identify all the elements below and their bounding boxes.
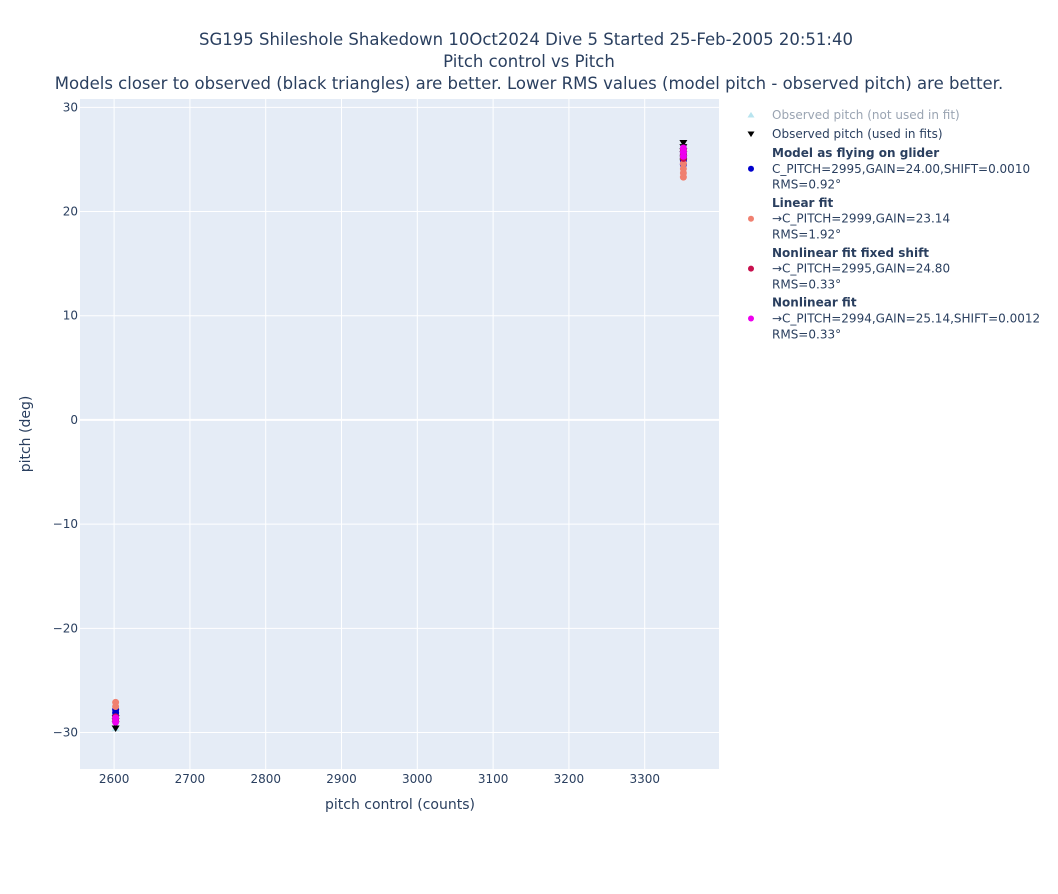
legend-label: Model as flying on glider bbox=[772, 146, 939, 160]
legend-symbol bbox=[748, 215, 754, 222]
legend-label: Observed pitch (used in fits) bbox=[772, 127, 943, 141]
data-point bbox=[112, 718, 120, 726]
legend-label: Nonlinear fit bbox=[772, 296, 857, 310]
legend-label: Nonlinear fit fixed shift bbox=[772, 246, 929, 260]
x-tick-label: 3100 bbox=[478, 772, 509, 786]
legend-detail: →C_PITCH=2999,GAIN=23.14 bbox=[772, 212, 950, 226]
legend-detail: RMS=0.33° bbox=[772, 277, 841, 291]
legend-item[interactable]: Nonlinear fit fixed shift →C_PITCH=2995,G… bbox=[748, 246, 950, 292]
grid bbox=[80, 99, 719, 769]
legend-symbol bbox=[748, 165, 754, 172]
legend-detail: →C_PITCH=2994,GAIN=25.14,SHIFT=0.0012 bbox=[772, 312, 1040, 326]
x-tick-label: 2600 bbox=[99, 772, 130, 786]
y-tick-label: 0 bbox=[70, 413, 78, 427]
data-point bbox=[679, 144, 687, 152]
legend-label: Observed pitch (not used in fit) bbox=[772, 108, 960, 122]
legend: Observed pitch (not used in fit) Observed… bbox=[747, 108, 1040, 342]
chart-title: SG195 Shileshole Shakedown 10Oct2024 Div… bbox=[55, 30, 1003, 93]
y-axis-title: pitch (deg) bbox=[18, 396, 34, 473]
y-tick-label: −10 bbox=[53, 517, 78, 531]
legend-detail: RMS=0.92° bbox=[772, 178, 841, 192]
title-line-1: SG195 Shileshole Shakedown 10Oct2024 Div… bbox=[199, 30, 853, 49]
data-point bbox=[679, 160, 687, 168]
legend-item[interactable]: Observed pitch (used in fits) bbox=[747, 127, 943, 141]
legend-label: Linear fit bbox=[772, 196, 834, 210]
data-points bbox=[111, 139, 688, 732]
x-tick-label: 3300 bbox=[629, 772, 660, 786]
legend-item[interactable]: Nonlinear fit →C_PITCH=2994,GAIN=25.14,SH… bbox=[748, 296, 1040, 342]
data-point bbox=[679, 165, 687, 173]
legend-item[interactable]: Linear fit →C_PITCH=2999,GAIN=23.14 RMS=1.… bbox=[748, 196, 950, 242]
x-axis-ticks: 2600 2700 2800 2900 3000 3100 3200 3300 bbox=[99, 772, 660, 786]
title-line-2: Pitch control vs Pitch bbox=[443, 52, 615, 71]
y-tick-label: −20 bbox=[53, 621, 78, 635]
x-tick-label: 2800 bbox=[250, 772, 281, 786]
legend-item[interactable]: Model as flying on glider C_PITCH=2995,GA… bbox=[748, 146, 1030, 192]
series-5 bbox=[112, 144, 687, 726]
y-tick-label: 10 bbox=[63, 309, 78, 323]
title-line-3: Models closer to observed (black triangl… bbox=[55, 74, 1003, 93]
x-tick-label: 3000 bbox=[402, 772, 433, 786]
legend-item[interactable]: Observed pitch (not used in fit) bbox=[747, 108, 960, 122]
legend-symbol bbox=[747, 111, 755, 118]
x-axis-title: pitch control (counts) bbox=[325, 797, 475, 813]
x-tick-label: 2700 bbox=[175, 772, 206, 786]
data-point bbox=[111, 725, 120, 732]
y-tick-label: −30 bbox=[53, 726, 78, 740]
y-tick-label: 30 bbox=[63, 100, 78, 114]
y-axis-ticks: −30 −20 −10 0 10 20 30 bbox=[53, 100, 78, 739]
legend-symbol bbox=[748, 265, 754, 272]
x-tick-label: 2900 bbox=[326, 772, 357, 786]
data-point bbox=[679, 139, 688, 147]
legend-detail: C_PITCH=2995,GAIN=24.00,SHIFT=0.0010 bbox=[772, 162, 1030, 176]
x-tick-label: 3200 bbox=[554, 772, 585, 786]
legend-detail: RMS=0.33° bbox=[772, 327, 841, 341]
data-point bbox=[112, 702, 120, 710]
legend-symbol bbox=[748, 315, 754, 322]
series-3 bbox=[112, 160, 687, 710]
legend-symbol bbox=[747, 131, 755, 138]
legend-detail: RMS=1.92° bbox=[772, 228, 841, 242]
y-tick-label: 20 bbox=[63, 205, 78, 219]
plot-area bbox=[80, 99, 719, 769]
legend-detail: →C_PITCH=2995,GAIN=24.80 bbox=[772, 262, 950, 276]
